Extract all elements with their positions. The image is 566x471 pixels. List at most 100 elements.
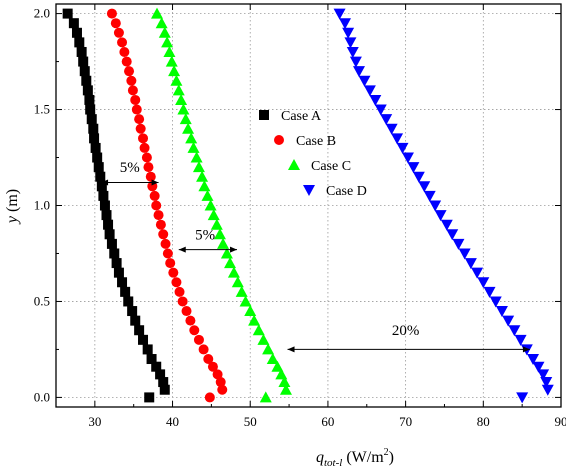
y-tick-label: 1.5 xyxy=(34,102,50,117)
legend-marker xyxy=(288,159,300,170)
data-point xyxy=(477,277,490,289)
data-point xyxy=(155,369,166,380)
data-point xyxy=(353,66,365,78)
data-point xyxy=(165,55,178,67)
legend-label: Case A xyxy=(281,109,322,124)
data-point xyxy=(227,266,240,278)
data-point xyxy=(257,333,270,345)
data-point xyxy=(248,314,261,326)
data-point xyxy=(160,238,171,249)
annotation-label: 5% xyxy=(120,160,140,176)
data-point xyxy=(68,18,79,29)
data-point xyxy=(84,94,95,105)
x-tick-label: 80 xyxy=(477,414,490,429)
data-point xyxy=(391,133,404,145)
data-point xyxy=(62,8,73,19)
legend-label: Case B xyxy=(296,134,336,149)
data-point xyxy=(86,114,97,125)
data-point xyxy=(155,17,168,29)
data-point xyxy=(185,132,198,144)
data-point xyxy=(179,113,192,125)
data-point xyxy=(144,392,155,403)
data-point xyxy=(165,258,176,269)
data-point xyxy=(130,94,141,105)
arrowhead xyxy=(178,246,186,253)
data-point xyxy=(252,324,265,336)
x-tick-label: 70 xyxy=(399,414,412,429)
x-axis-title-units: (W/m xyxy=(342,449,384,466)
arrowhead xyxy=(522,346,530,353)
x-tick-label: 50 xyxy=(244,414,257,429)
data-point xyxy=(527,354,540,366)
data-point xyxy=(93,162,104,173)
data-point xyxy=(198,180,211,192)
data-point xyxy=(146,354,157,365)
data-point xyxy=(508,325,521,337)
data-point xyxy=(149,190,160,201)
data-point xyxy=(159,384,170,395)
arrowhead xyxy=(287,346,295,353)
data-point xyxy=(235,285,248,297)
data-point xyxy=(217,384,228,395)
data-point xyxy=(187,141,200,153)
data-point xyxy=(489,296,502,308)
data-point xyxy=(106,238,117,249)
data-point xyxy=(168,65,181,77)
data-point xyxy=(434,210,447,222)
data-point xyxy=(111,258,122,269)
data-point xyxy=(207,209,220,221)
data-point xyxy=(401,152,414,164)
data-point xyxy=(198,344,209,355)
data-point xyxy=(172,84,185,96)
data-point xyxy=(90,142,101,153)
data-point xyxy=(181,306,192,317)
data-point xyxy=(215,377,226,388)
data-point xyxy=(349,56,362,68)
data-point xyxy=(78,56,89,67)
data-point xyxy=(396,142,409,154)
y-tick-label: 1.0 xyxy=(34,198,50,213)
y-tick-label: 2.0 xyxy=(34,6,50,21)
x-tick-label: 40 xyxy=(166,414,179,429)
arrowhead xyxy=(151,179,159,186)
data-point xyxy=(145,171,156,182)
data-point xyxy=(162,248,173,259)
data-point xyxy=(217,237,230,249)
data-point xyxy=(483,286,496,298)
data-point xyxy=(127,306,138,317)
data-point xyxy=(190,151,203,163)
axis-ticks: 30 40 50 60 70 80 90 0.0 0.5 1.0 1.5 2.0 xyxy=(34,4,566,429)
data-point xyxy=(259,391,272,403)
data-point xyxy=(204,392,215,403)
data-point xyxy=(81,75,92,86)
data-point xyxy=(239,295,252,307)
arrowhead xyxy=(101,179,109,186)
data-point xyxy=(96,181,107,192)
data-point xyxy=(244,305,257,317)
data-point xyxy=(262,343,275,355)
data-layer xyxy=(62,7,554,404)
x-axis-title-close: ) xyxy=(389,449,394,466)
data-point xyxy=(123,296,134,307)
y-tick-label: 0.0 xyxy=(34,389,50,404)
series-c xyxy=(151,7,292,403)
y-tick-label: 0.5 xyxy=(34,293,50,308)
data-point xyxy=(271,360,284,372)
data-point xyxy=(182,122,195,134)
data-point xyxy=(88,123,99,134)
data-point xyxy=(153,210,164,221)
annotation-label: 5% xyxy=(195,227,215,243)
data-point xyxy=(134,325,145,336)
data-point xyxy=(537,369,550,381)
data-point xyxy=(110,18,121,29)
data-point xyxy=(464,258,477,270)
annotations: 5% 5% 20% xyxy=(101,160,530,353)
data-point xyxy=(541,384,554,396)
data-point xyxy=(92,152,103,163)
annotation-label: 20% xyxy=(392,323,420,339)
data-point xyxy=(429,200,442,212)
y-axis-title: y (m) xyxy=(4,189,21,225)
data-point xyxy=(346,46,359,58)
data-point xyxy=(201,189,214,201)
